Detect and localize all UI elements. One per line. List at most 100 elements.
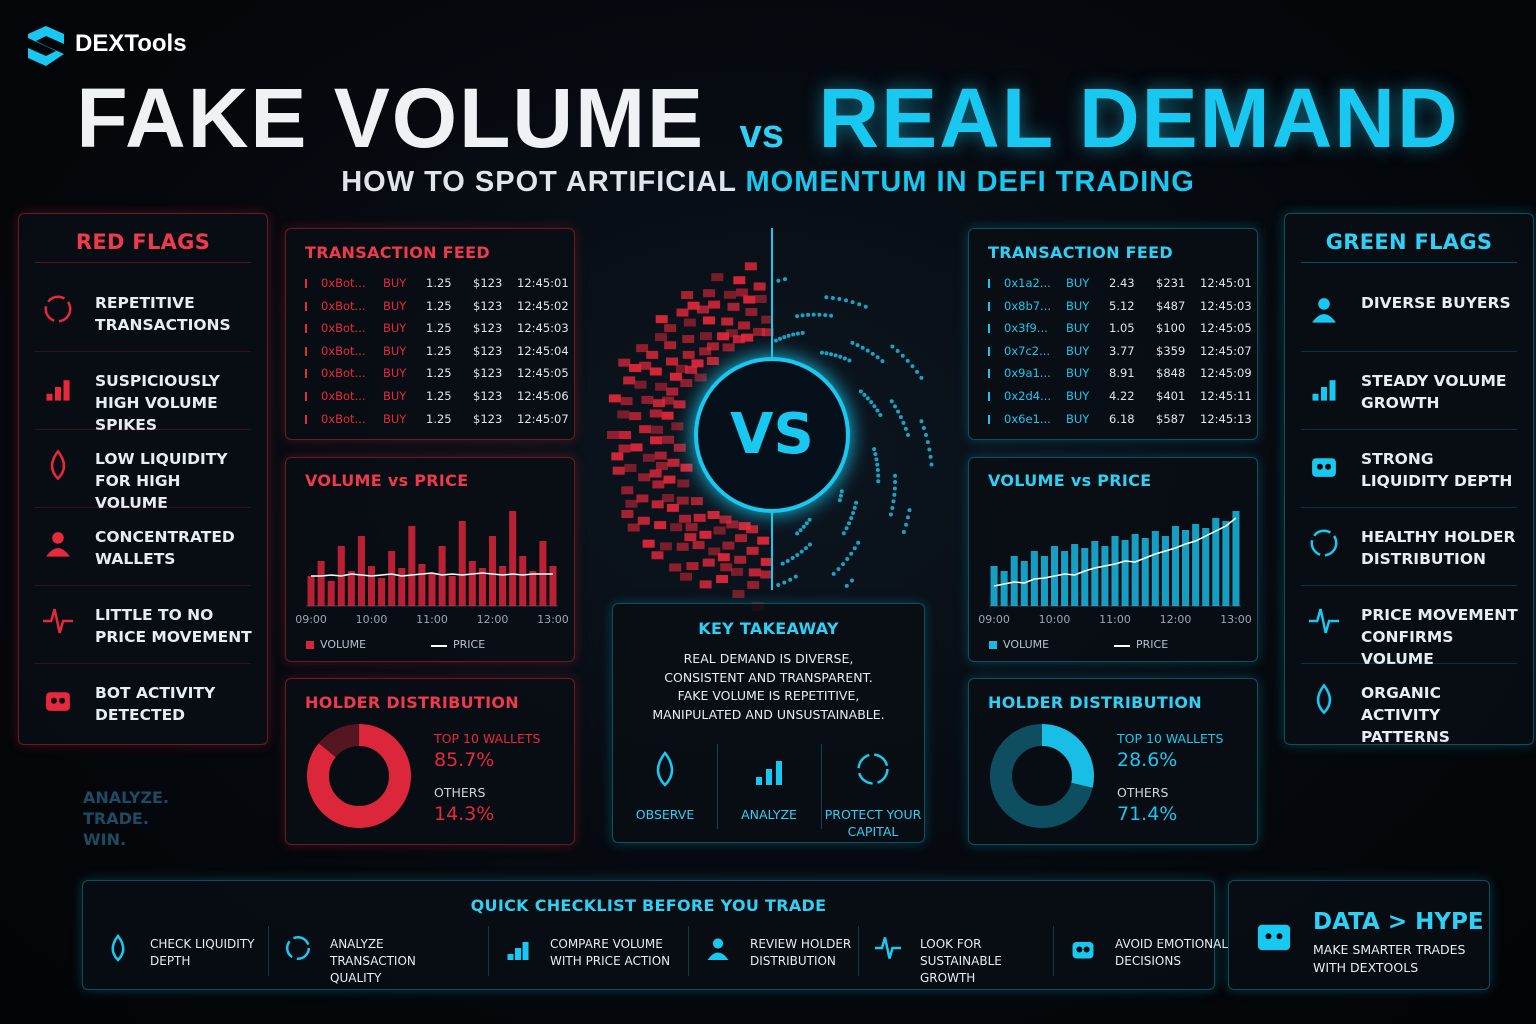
node	[921, 426, 926, 431]
flag-item: PRICE MOVEMENT CONFIRMS VOLUME	[1361, 606, 1518, 668]
node	[842, 356, 847, 361]
node	[903, 426, 908, 431]
pixel	[612, 466, 625, 475]
legend-label: VOLUME	[1003, 638, 1050, 651]
feed-cell: 0xBot...	[321, 389, 366, 403]
feed-cell: 0x7c2...	[1004, 343, 1051, 358]
icon	[656, 750, 674, 787]
row-marker	[305, 346, 307, 356]
icon	[1072, 942, 1094, 959]
divider	[858, 926, 859, 976]
pixel	[735, 288, 748, 297]
pixel	[732, 589, 745, 598]
node	[919, 419, 924, 424]
pixel	[691, 359, 704, 368]
icon	[857, 753, 889, 785]
icon-shape	[1312, 314, 1336, 323]
node	[873, 452, 878, 457]
icon-shape	[44, 295, 72, 323]
node	[845, 556, 850, 561]
pixel	[641, 395, 654, 404]
panel-title: TRANSACTION FEED	[305, 243, 490, 262]
feed-cell: BUY	[383, 276, 407, 290]
node	[872, 447, 877, 452]
feed-cell: 12:45:05	[517, 366, 569, 381]
x-tick-label: 11:00	[1099, 613, 1131, 626]
node	[874, 457, 879, 462]
x-tick-label: 12:00	[1160, 613, 1192, 626]
node	[849, 551, 854, 556]
fake-holders: HOLDER DISTRIBUTION TOP 10 WALLETS 85.7% OT…	[285, 678, 575, 845]
node	[901, 420, 906, 425]
pixel	[734, 555, 747, 564]
feed-cell: $123	[473, 276, 503, 290]
icon	[285, 935, 311, 961]
volume-bar	[398, 568, 406, 606]
feed-cell: 12:45:07	[517, 411, 569, 426]
volume-bar	[1151, 531, 1159, 606]
volume-bar	[347, 571, 355, 606]
pixel	[713, 526, 726, 535]
pixel	[659, 542, 672, 551]
node	[876, 473, 881, 478]
cta-title: DATA > HYPE	[1313, 909, 1484, 935]
feed-cell: BUY	[1066, 389, 1090, 403]
pixel	[664, 341, 677, 350]
fake-chart: VOLUME vs PRICE 09:00 10:00 11:00 12:00 13:00…	[285, 457, 575, 662]
volume-bar	[428, 573, 436, 606]
node	[924, 433, 928, 437]
volume-bar	[499, 566, 507, 606]
pixel	[655, 382, 668, 391]
flag-item: CONCENTRATED WALLETS	[95, 528, 235, 568]
feed-cell: 0x9a1...	[1004, 366, 1051, 381]
holder-value: 14.3%	[434, 803, 495, 825]
volume-bar	[317, 561, 325, 606]
node	[841, 531, 846, 536]
divider	[717, 744, 718, 829]
row-marker	[305, 369, 307, 379]
node	[831, 571, 836, 576]
divider	[1053, 926, 1054, 976]
icon-shape	[63, 380, 70, 401]
node	[803, 546, 808, 551]
node	[790, 556, 795, 561]
pixel	[761, 315, 774, 324]
node	[773, 338, 778, 343]
feed-cell: BUY	[383, 366, 407, 381]
icon-shape	[55, 387, 61, 401]
volume-bar	[468, 561, 476, 606]
pixel	[680, 463, 693, 472]
icon-shape	[1316, 683, 1332, 715]
node	[849, 516, 854, 521]
icon-shape	[50, 697, 57, 704]
flag-item: LITTLE TO NO PRICE MOVEMENT	[95, 606, 252, 646]
icon	[111, 933, 125, 962]
feed-cell: BUY	[1066, 411, 1090, 426]
pixel	[625, 499, 638, 508]
pixel	[655, 315, 668, 324]
node	[799, 549, 804, 554]
node	[795, 552, 800, 557]
check-item: REVIEW HOLDER DISTRIBUTION	[750, 937, 852, 968]
real-holders: HOLDER DISTRIBUTION TOP 10 WALLETS 28.6% OT…	[968, 678, 1258, 845]
volume-bar	[378, 578, 386, 606]
pixel	[725, 329, 738, 338]
pixel	[661, 411, 674, 420]
node	[905, 358, 910, 363]
row-marker	[988, 324, 990, 334]
red_flags: RED FLAGS REPETITIVE TRANSACTIONS SUSPICIO…	[18, 213, 268, 745]
pixel	[621, 486, 634, 495]
pixel	[671, 422, 684, 431]
volume-bar	[1182, 530, 1190, 606]
panel-title: HOLDER DISTRIBUTION	[988, 693, 1202, 712]
feed-cell: 0x6e1...	[1004, 411, 1051, 426]
icon-shape	[1310, 529, 1338, 557]
node	[863, 304, 868, 309]
fake-feed: TRANSACTION FEED 0xBot... BUY 1.25 $123 12:45…	[285, 228, 575, 440]
node	[829, 313, 834, 318]
check-item: ANALYZE TRANSACTION QUALITY	[330, 937, 416, 985]
volume-bar	[1010, 556, 1018, 606]
pixel	[699, 347, 712, 356]
row-marker	[988, 279, 990, 288]
pixel	[738, 321, 751, 330]
